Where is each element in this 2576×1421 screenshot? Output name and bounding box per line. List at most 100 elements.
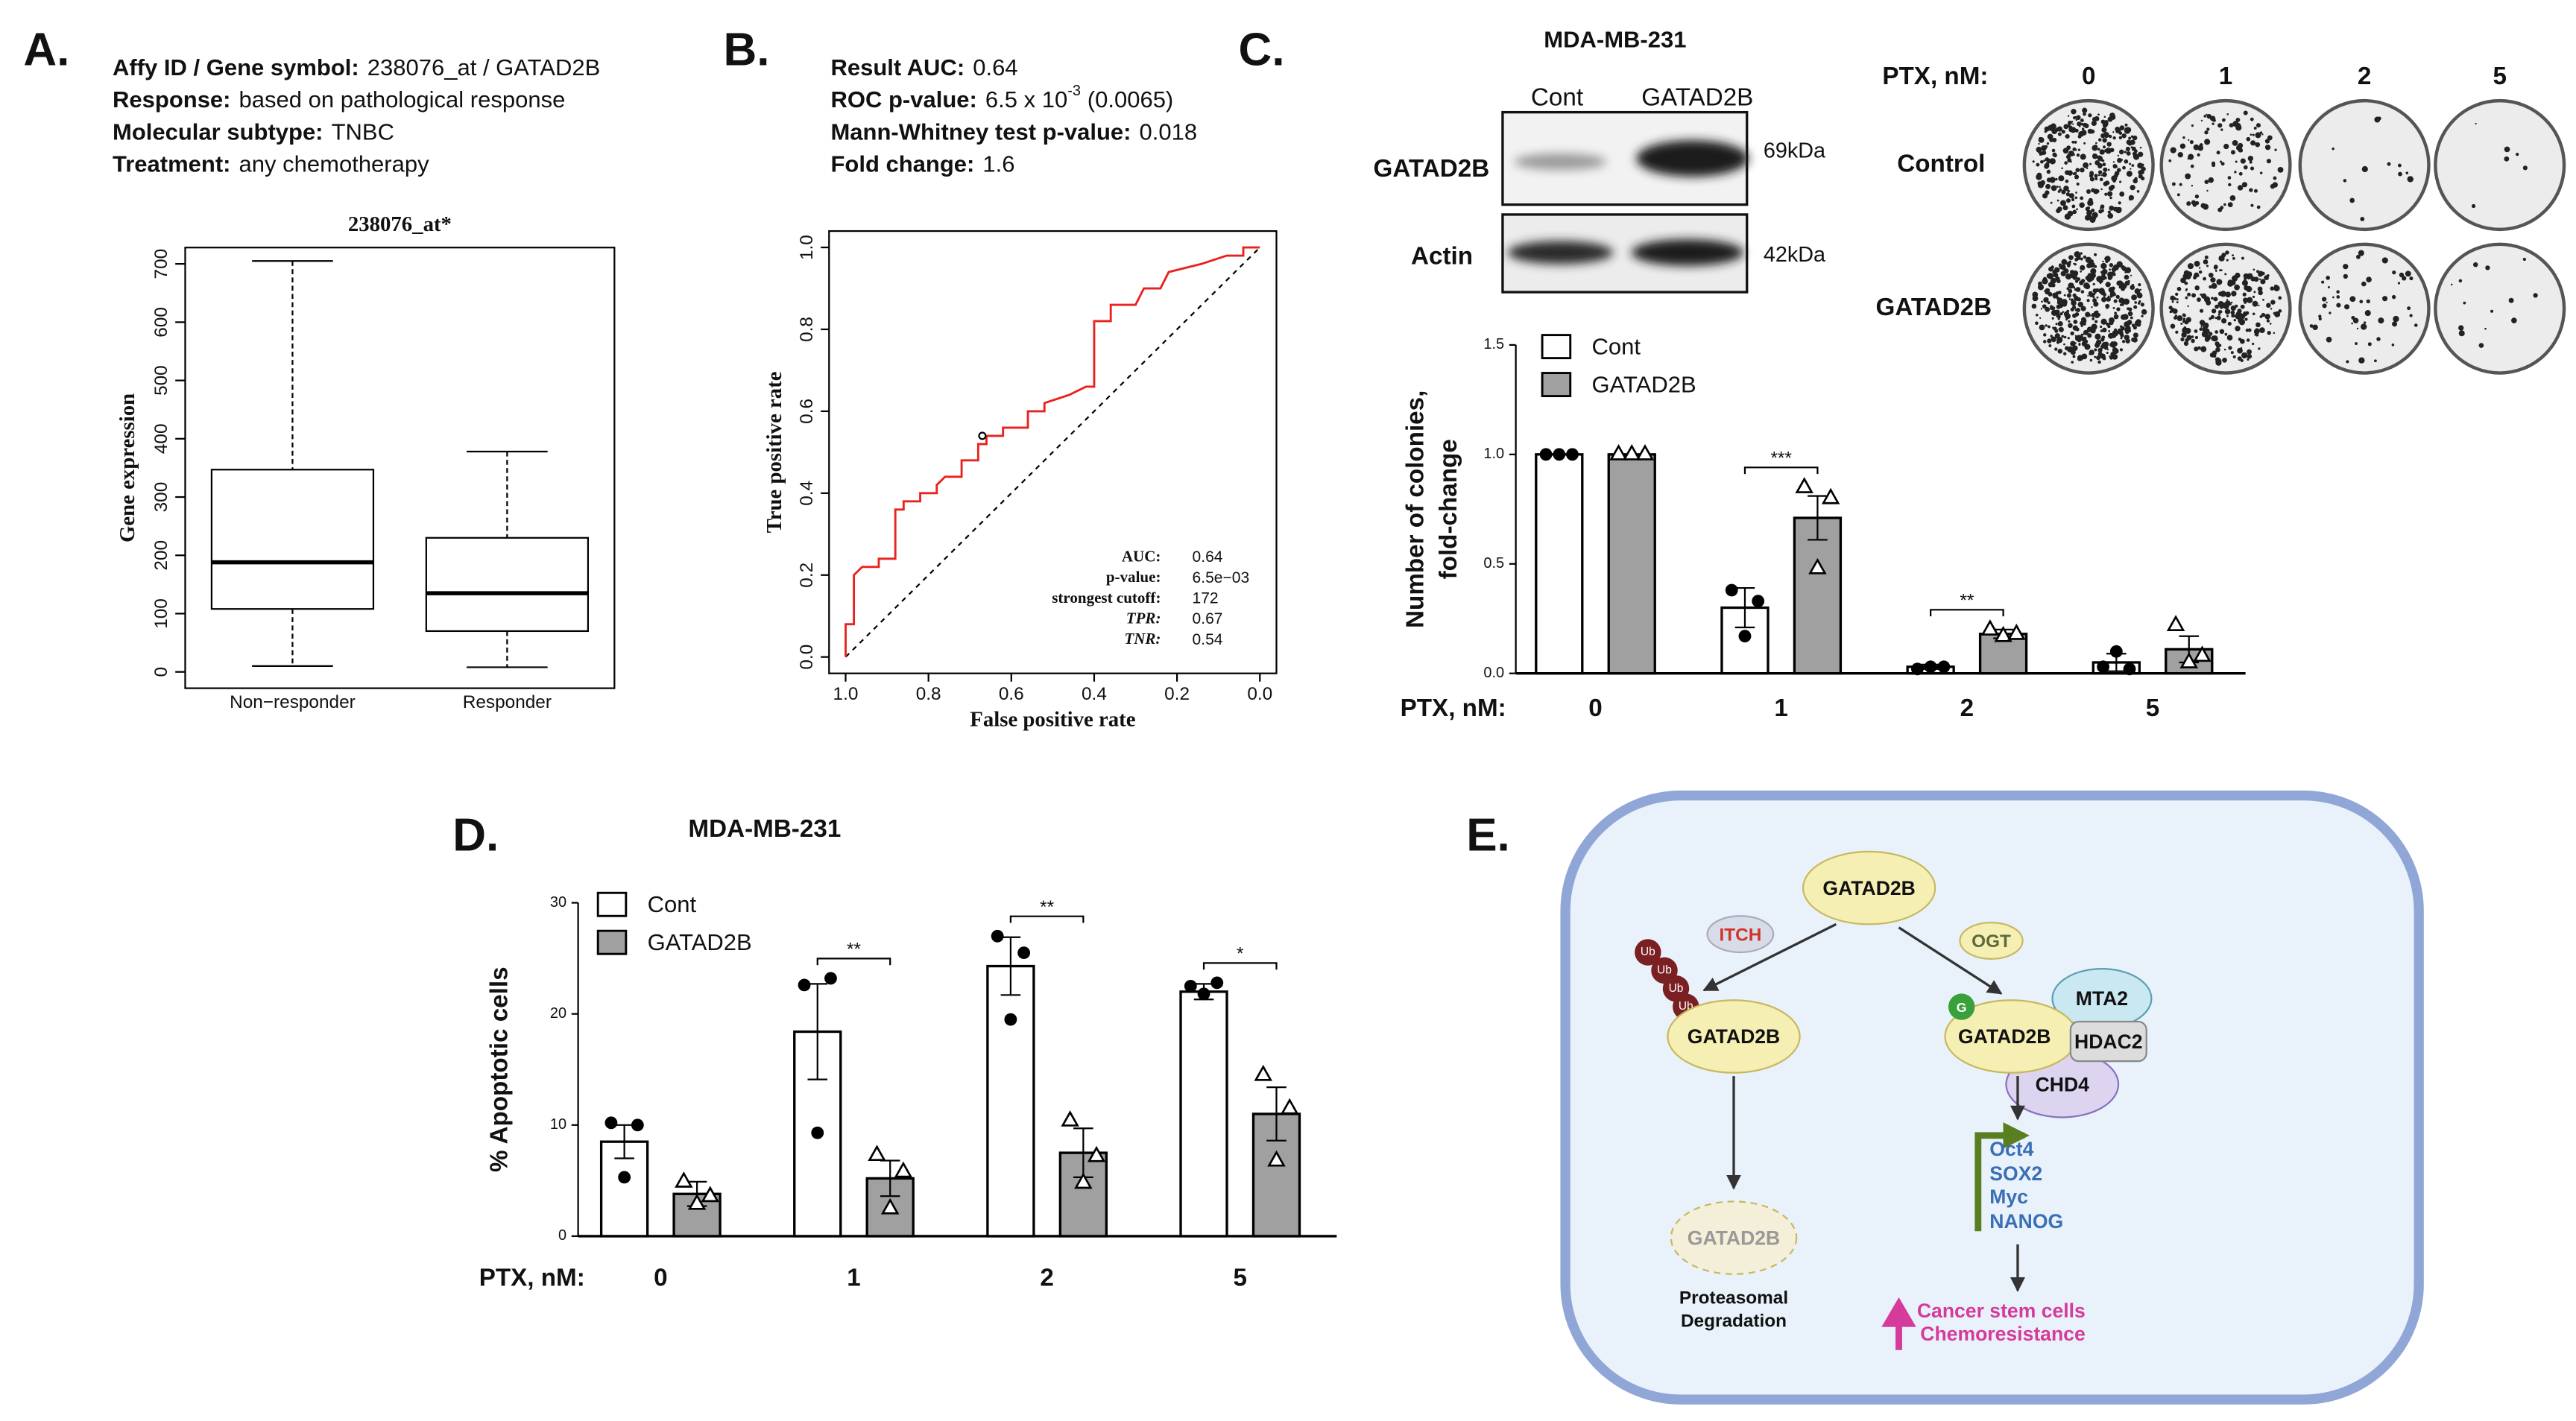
colony-dot [2080, 252, 2083, 255]
colony-dot [2103, 172, 2106, 175]
colony-dot [2040, 308, 2043, 310]
data-point [701, 1186, 720, 1203]
data-point [2097, 660, 2110, 674]
y-tick-label: 0 [151, 667, 171, 677]
colony-dot [2321, 280, 2325, 284]
x-axis-label: PTX, nM: [1401, 694, 1506, 722]
colony-dot [2259, 314, 2263, 318]
colony-dot [2405, 270, 2411, 277]
protein-label: OGT [1972, 931, 2011, 952]
protein-label: MTA2 [2076, 987, 2128, 1010]
colony-dot [2360, 217, 2365, 221]
colony-dot [2054, 329, 2059, 333]
colony-dot [2051, 185, 2057, 192]
colony-dot [2230, 279, 2236, 285]
colony-dot [2050, 335, 2053, 338]
colony-dot [2126, 151, 2131, 156]
colony-dot [2099, 282, 2102, 285]
colony-dot [2092, 317, 2095, 320]
info-value: based on pathological response [239, 86, 566, 113]
y-tick-label: 10 [550, 1116, 566, 1133]
colony-dot [2074, 308, 2078, 311]
colony-dot [2349, 197, 2355, 203]
colony-dot [2247, 156, 2254, 162]
colony-dot [2409, 276, 2414, 281]
colony-dot [2194, 335, 2199, 340]
significance-label: ** [1960, 591, 1974, 611]
colony-dot [2250, 166, 2255, 171]
significance-bracket [816, 958, 891, 966]
colony-dot [2322, 297, 2327, 302]
colony-dot [2045, 183, 2051, 189]
colony-dot [2176, 298, 2179, 301]
colony-dot [2402, 276, 2407, 281]
colony-dot [2237, 347, 2243, 354]
colony-dot [2081, 353, 2088, 360]
y-tick-label: 600 [151, 307, 171, 338]
colony-dot [2099, 177, 2103, 182]
colony-dot [2098, 138, 2102, 142]
colony-dot [2074, 312, 2080, 317]
colony-dot [2070, 349, 2076, 355]
data-point [1821, 487, 1840, 504]
colony-dot [2046, 169, 2051, 174]
y-tick-label: 0.8 [797, 317, 817, 342]
colony-dot [2235, 160, 2238, 163]
info-line: Affy ID / Gene symbol: 238076_at / GATAD2… [113, 54, 600, 80]
colony-dot [2100, 270, 2103, 273]
colony-dot [2077, 335, 2084, 341]
data-point [687, 1193, 707, 1210]
significance-bracket [1930, 609, 2004, 617]
colony-dot [2097, 170, 2103, 174]
colony-dot [2329, 311, 2332, 314]
colony-dot [2351, 322, 2353, 325]
colony-dot [2172, 308, 2178, 314]
colony-dot [2218, 344, 2222, 347]
colony-dot [2264, 139, 2270, 144]
colony-dot [2183, 341, 2189, 346]
colony-dot [2074, 174, 2080, 180]
colony-dot [2266, 303, 2271, 308]
colony-dot [2220, 162, 2225, 166]
colony-dot [2232, 355, 2236, 358]
colony-dot [2211, 308, 2217, 314]
data-point [1197, 987, 1210, 1001]
colony-dot [2223, 143, 2229, 150]
colony-dot [2068, 260, 2072, 263]
colony-dot [2200, 119, 2203, 121]
data-point [675, 1171, 693, 1188]
y-tick-label: 0.5 [1483, 555, 1504, 572]
colony-dot [2241, 339, 2244, 343]
colony-dot [2203, 259, 2209, 265]
colony-dot [2343, 273, 2348, 279]
colony-dot [2060, 200, 2066, 206]
colony-dot [2045, 324, 2048, 327]
roc-curve [845, 246, 1260, 657]
colony-dot [2064, 161, 2068, 165]
colony-dot [2094, 265, 2097, 268]
colony-dot [2094, 310, 2099, 314]
colony-dot [2048, 344, 2052, 347]
data-point [1004, 1013, 1017, 1026]
x-tick-label: 1.0 [833, 684, 859, 704]
colony-dot [2238, 171, 2243, 176]
colony-dot [2197, 346, 2201, 350]
colony-dot [2112, 348, 2119, 355]
colony-dot [2232, 275, 2238, 280]
colony-dot [2083, 112, 2086, 116]
colony-dot [2109, 291, 2116, 297]
info-line: Fold change: 1.6 [830, 151, 1014, 177]
outcome: Chemoresistance [1920, 1323, 2085, 1345]
colony-dot [2169, 310, 2173, 314]
colony-dot [2361, 165, 2368, 173]
colony-dot [2116, 307, 2121, 311]
info-line: Treatment: any chemotherapy [113, 151, 429, 177]
colony-dot [2253, 268, 2255, 271]
colony-dot [2227, 176, 2232, 180]
colony-dot [2471, 203, 2476, 209]
colony-dot [2222, 357, 2227, 363]
panel-letter: B. [724, 24, 770, 75]
x-tick-label: Non−responder [230, 692, 356, 712]
colony-dot [2134, 177, 2138, 180]
colony-dot [2247, 349, 2252, 355]
